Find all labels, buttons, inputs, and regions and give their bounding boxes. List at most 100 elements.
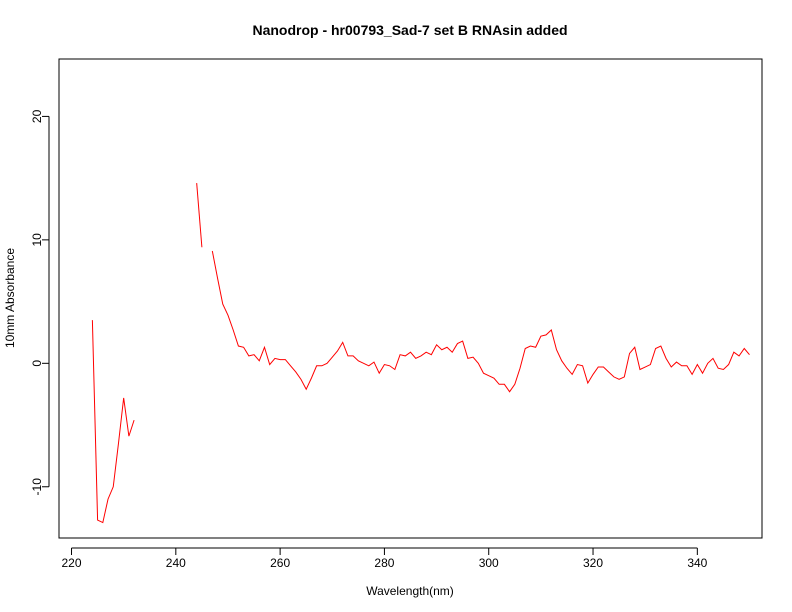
data-point — [629, 353, 630, 354]
data-point — [426, 352, 427, 353]
data-point — [134, 420, 135, 421]
data-point — [577, 364, 578, 365]
data-point — [702, 373, 703, 374]
data-point — [347, 355, 348, 356]
data-point — [681, 365, 682, 366]
data-point — [441, 349, 442, 350]
data-point — [467, 358, 468, 359]
data-point — [509, 391, 510, 392]
data-point — [514, 384, 515, 385]
data-point — [97, 520, 98, 521]
data-point — [452, 352, 453, 353]
y-tick-label: 10 — [30, 233, 44, 247]
data-point — [546, 334, 547, 335]
data-point — [473, 357, 474, 358]
x-tick-label: 240 — [166, 556, 186, 570]
data-point — [504, 384, 505, 385]
data-point — [457, 343, 458, 344]
data-point — [666, 358, 667, 359]
data-point — [462, 341, 463, 342]
data-point — [587, 383, 588, 384]
data-point — [233, 329, 234, 330]
data-point — [744, 348, 745, 349]
data-point — [311, 378, 312, 379]
series-line — [91, 320, 135, 524]
data-point — [645, 367, 646, 368]
data-point — [593, 374, 594, 375]
data-point — [436, 344, 437, 345]
data-point — [102, 522, 103, 523]
data-point — [118, 443, 119, 444]
data-point — [530, 346, 531, 347]
data-point — [431, 354, 432, 355]
data-point — [259, 360, 260, 361]
data-point — [718, 368, 719, 369]
data-point — [598, 367, 599, 368]
data-point — [254, 354, 255, 355]
data-point — [488, 375, 489, 376]
data-point — [238, 346, 239, 347]
data-point — [493, 378, 494, 379]
data-point — [353, 355, 354, 356]
data-point — [400, 354, 401, 355]
data-point — [196, 183, 197, 184]
y-axis: -10 0 10 20 — [30, 109, 50, 495]
data-point — [572, 374, 573, 375]
data-point — [285, 359, 286, 360]
data-point — [483, 373, 484, 374]
x-tick-label: 320 — [583, 556, 603, 570]
data-point — [420, 355, 421, 356]
data-point — [405, 355, 406, 356]
data-point — [707, 363, 708, 364]
data-point — [749, 354, 750, 355]
x-tick-label: 280 — [374, 556, 394, 570]
data-point — [358, 360, 359, 361]
x-tick-label: 260 — [270, 556, 290, 570]
data-point — [603, 367, 604, 368]
data-point — [217, 278, 218, 279]
data-point — [712, 358, 713, 359]
x-tick-label: 300 — [479, 556, 499, 570]
series-line — [211, 250, 750, 393]
y-tick-label: 20 — [30, 109, 44, 123]
data-point — [566, 368, 567, 369]
data-point — [415, 358, 416, 359]
data-point — [368, 365, 369, 366]
y-axis-label: 10mm Absorbance — [3, 248, 17, 348]
data-point — [561, 360, 562, 361]
data-point — [379, 373, 380, 374]
data-point — [535, 347, 536, 348]
data-point — [671, 367, 672, 368]
data-point — [373, 362, 374, 363]
data-point — [639, 369, 640, 370]
data-point — [280, 359, 281, 360]
data-point — [619, 379, 620, 380]
data-point — [243, 347, 244, 348]
data-point — [128, 436, 129, 437]
data-point — [634, 347, 635, 348]
data-point — [222, 304, 223, 305]
data-point — [327, 363, 328, 364]
data-point — [410, 352, 411, 353]
data-point — [692, 374, 693, 375]
y-tick-label: 0 — [30, 360, 44, 367]
data-point — [660, 346, 661, 347]
data-point — [728, 364, 729, 365]
data-point — [733, 352, 734, 353]
data-point — [274, 358, 275, 359]
data-point — [227, 315, 228, 316]
plot-frame — [58, 58, 763, 539]
data-point — [650, 364, 651, 365]
chart-title: Nanodrop - hr00793_Sad-7 set B RNAsin ad… — [252, 22, 567, 38]
data-point — [248, 355, 249, 356]
x-axis: 220 240 260 280 300 320 340 — [62, 547, 708, 570]
data-point — [108, 499, 109, 500]
data-point — [447, 347, 448, 348]
data-point — [389, 365, 390, 366]
data-point — [697, 364, 698, 365]
data-point — [525, 348, 526, 349]
data-point — [264, 347, 265, 348]
data-point — [332, 357, 333, 358]
series-line — [196, 183, 203, 248]
